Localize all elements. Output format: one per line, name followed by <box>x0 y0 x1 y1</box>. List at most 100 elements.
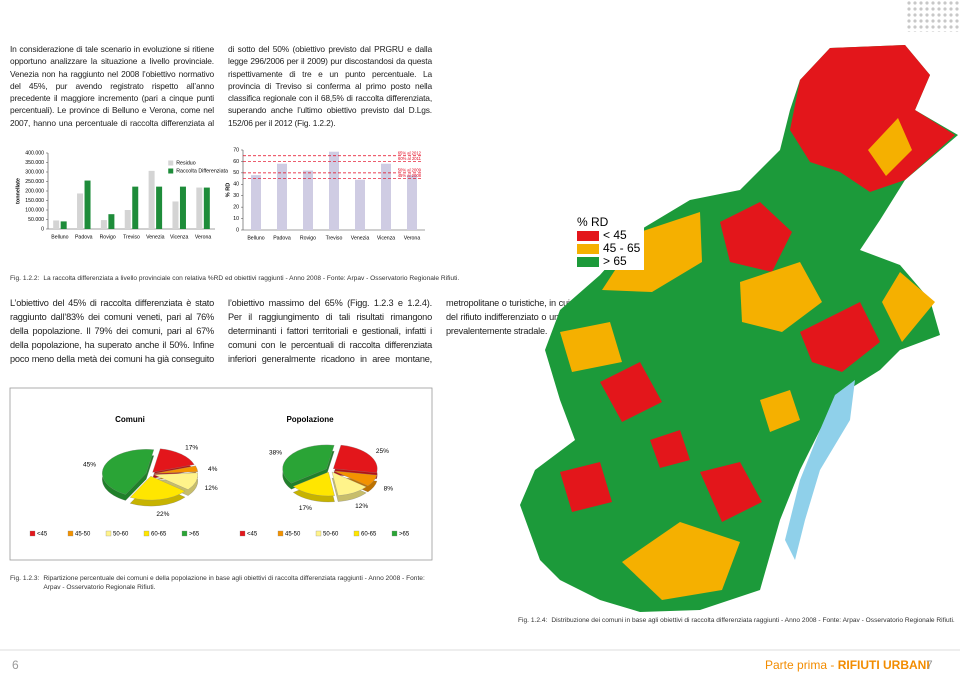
bar <box>196 187 203 229</box>
figure-caption: Fig. 1.2.4: Distribuzione dei comuni in b… <box>518 616 958 625</box>
legend-label: 45 - 65 <box>603 241 641 255</box>
y-tick-label: 200.000 <box>25 188 44 194</box>
bar <box>381 163 391 230</box>
figure-caption: Fig. 1.2.3: Ripartizione percentuale dei … <box>10 574 430 592</box>
bar <box>251 175 261 230</box>
legend-swatch <box>168 160 174 166</box>
y-axis-label: % RD <box>225 183 231 197</box>
map-region <box>560 462 612 512</box>
pie-title: Comuni <box>115 415 145 424</box>
target-label: 65% al 2012 <box>398 150 422 155</box>
legend-label: 45-50 <box>285 532 301 538</box>
y-tick-label: 100.000 <box>25 207 44 213</box>
x-tick-label: Vicenza <box>377 235 395 241</box>
map-region <box>760 390 800 432</box>
x-tick-label: Padova <box>75 234 93 240</box>
x-tick-label: Verona <box>404 235 421 241</box>
bar <box>355 179 365 230</box>
legend-label: > 65 <box>603 254 627 268</box>
pie-label: 12% <box>205 485 218 492</box>
bar <box>203 187 210 229</box>
bar <box>84 180 91 229</box>
target-label: 45% al 2008 <box>398 173 422 178</box>
y-tick-label: 20 <box>233 205 239 211</box>
x-tick-label: Venezia <box>146 234 165 240</box>
legend-label: 50-60 <box>113 532 129 538</box>
y-tick-label: 350.000 <box>25 160 44 166</box>
map-region <box>868 118 912 176</box>
map-region <box>700 462 762 522</box>
bar <box>53 220 60 229</box>
x-tick-label: Venezia <box>351 235 370 241</box>
y-tick-label: 0 <box>236 227 239 233</box>
bar <box>124 210 131 229</box>
x-tick-label: Belluno <box>247 235 264 241</box>
y-tick-label: 70 <box>233 147 239 153</box>
legend-label: Residuo <box>176 160 195 166</box>
bar <box>108 214 115 229</box>
map-region <box>720 202 792 272</box>
y-tick-label: 150.000 <box>25 198 44 204</box>
intro-text: In considerazione di tale scenario in ev… <box>10 44 432 128</box>
decoration-dots <box>905 0 960 32</box>
pie-label: 38% <box>269 450 282 457</box>
bar <box>172 201 179 229</box>
bar <box>100 220 107 229</box>
legend-swatch <box>143 530 150 537</box>
legend-label: 45-50 <box>75 532 91 538</box>
legend-label: < 45 <box>603 228 627 242</box>
map-region <box>740 262 822 332</box>
y-tick-label: 300.000 <box>25 169 44 175</box>
legend-swatch <box>577 244 599 254</box>
map-region <box>622 522 740 600</box>
figure-caption: Fig. 1.2.2: La raccolta differenziata a l… <box>10 274 610 283</box>
section-label: Parte prima - <box>765 658 838 672</box>
legend-swatch <box>67 530 74 537</box>
bar <box>77 193 84 229</box>
bar <box>132 186 139 229</box>
bar <box>148 170 155 229</box>
legend-label: Raccolta Differenziata <box>176 168 228 174</box>
pie-label: 25% <box>376 448 389 455</box>
legend-label: <45 <box>247 532 258 538</box>
caption-text: La raccolta differenziata a livello prov… <box>43 275 460 282</box>
caption-text: Ripartizione percentuale dei comuni e de… <box>43 575 425 591</box>
pie-slice <box>333 470 378 487</box>
pie-label: 17% <box>299 505 312 512</box>
map-region <box>882 272 935 342</box>
footer-section: Parte prima - RIFIUTI URBANI <box>765 658 930 672</box>
bar <box>277 163 287 230</box>
map-region <box>800 302 880 372</box>
bar <box>329 151 339 230</box>
legend-label: 60-65 <box>361 532 377 538</box>
target-label: 50% al 2009 <box>398 167 422 172</box>
x-tick-label: Belluno <box>51 234 68 240</box>
y-axis-label: tonnellate <box>15 178 21 204</box>
figure-number: Fig. 1.2.3: <box>10 575 40 582</box>
map-region <box>520 45 958 612</box>
x-tick-label: Treviso <box>123 234 140 240</box>
pie-slice <box>282 444 335 484</box>
page-number: 6 <box>12 658 19 672</box>
bar <box>179 186 186 229</box>
pie-label: 17% <box>185 445 198 452</box>
pie-label: 45% <box>83 461 96 468</box>
y-tick-label: 50.000 <box>28 217 44 223</box>
legend-label: 60-65 <box>151 532 167 538</box>
legend-label: 50-60 <box>323 532 339 538</box>
pie-slice <box>152 448 195 473</box>
pie-title: Popolazione <box>286 415 334 424</box>
pie-slice <box>331 471 367 496</box>
legend-swatch <box>577 231 599 241</box>
pie-label: 8% <box>384 485 394 492</box>
map <box>520 45 958 612</box>
x-tick-label: Vicenza <box>170 234 188 240</box>
map-region <box>560 322 622 372</box>
y-tick-label: 50 <box>233 170 239 176</box>
pie-slice <box>102 449 155 495</box>
pie-slice <box>153 472 198 490</box>
legend-swatch <box>105 530 112 537</box>
map-region <box>600 362 662 422</box>
legend-label: >65 <box>399 532 410 538</box>
pie-label: 4% <box>208 466 218 473</box>
